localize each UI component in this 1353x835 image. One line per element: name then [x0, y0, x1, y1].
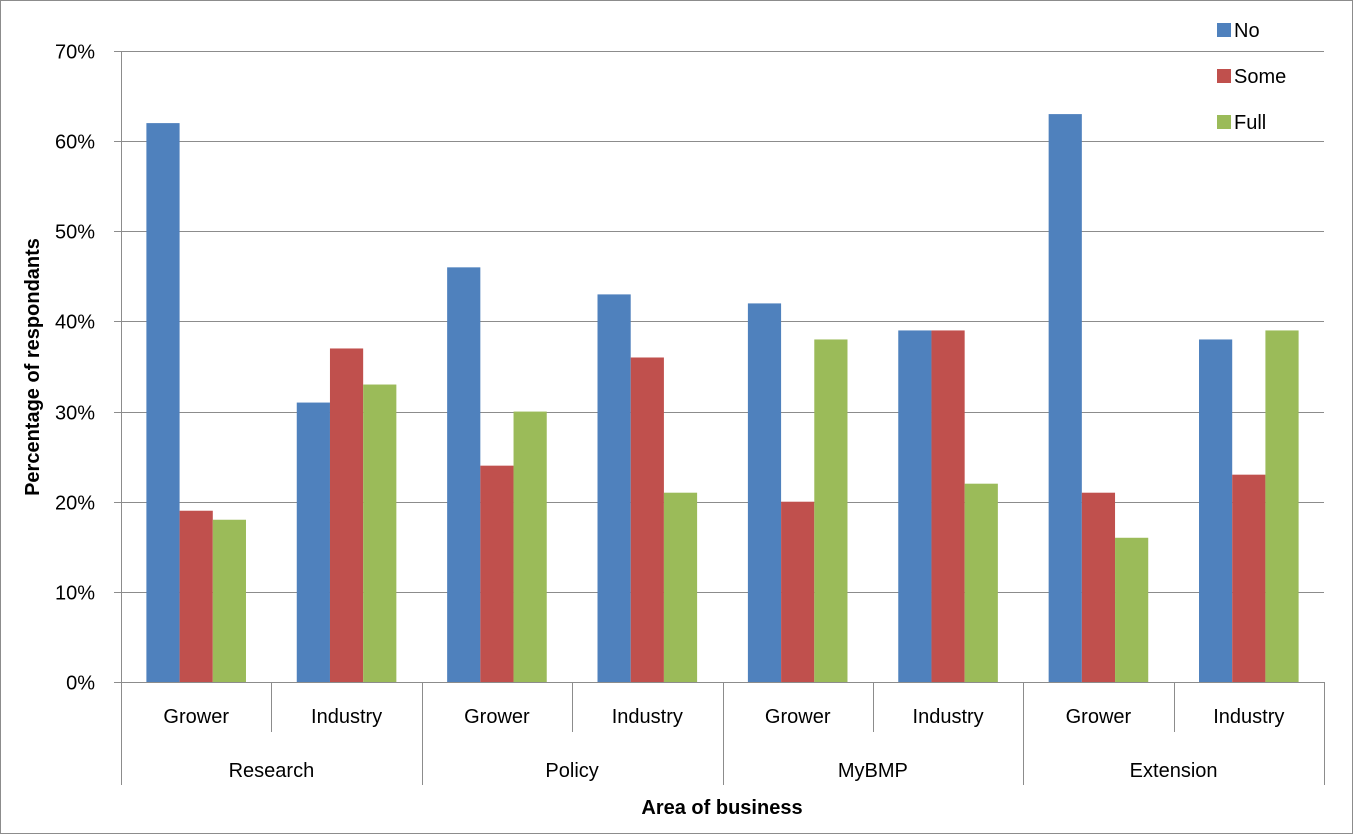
- x-category-label: Industry: [913, 706, 984, 728]
- x-group-label: Research: [229, 760, 315, 782]
- x-category-label: Industry: [612, 706, 683, 728]
- bar-some-1: [179, 510, 213, 682]
- bar-some-4: [630, 357, 664, 682]
- x-group-label: MyBMP: [838, 760, 908, 782]
- bar-some-2: [329, 348, 364, 682]
- bars: [146, 114, 1299, 683]
- bar-no-8: [1199, 339, 1233, 682]
- bar-full-1: [212, 519, 246, 682]
- y-tick-label: 70%: [55, 42, 95, 64]
- bar-some-7: [1081, 492, 1116, 682]
- bar-no-1: [146, 123, 180, 683]
- bar-full-3: [513, 411, 547, 682]
- y-tick-label: 50%: [55, 222, 95, 244]
- x-category-label: Grower: [765, 706, 831, 728]
- y-tick-label: 40%: [55, 312, 95, 334]
- bar-no-3: [447, 267, 481, 682]
- legend-swatch-no: [1217, 23, 1231, 37]
- x-category-label: Industry: [311, 706, 382, 728]
- bar-full-2: [363, 384, 397, 682]
- y-tick-label: 0%: [66, 673, 95, 695]
- bar-full-6: [964, 483, 998, 682]
- x-group-label: Policy: [545, 760, 598, 782]
- legend: No Some Full: [1217, 20, 1286, 134]
- x-category-label: Grower: [464, 706, 530, 728]
- bar-no-5: [747, 303, 782, 682]
- bar-no-6: [898, 330, 932, 682]
- y-tick-label: 10%: [55, 583, 95, 605]
- x-group-label: Extension: [1130, 760, 1218, 782]
- x-axis-title: Area of business: [641, 797, 802, 819]
- bar-full-8: [1265, 330, 1299, 682]
- bar-full-7: [1115, 537, 1149, 682]
- bar-some-3: [480, 465, 514, 682]
- x-category-label: Industry: [1213, 706, 1284, 728]
- bar-no-4: [597, 294, 631, 682]
- x-category-label: Grower: [1066, 706, 1132, 728]
- y-axis-title: Percentage of respondants: [22, 238, 44, 496]
- legend-label-some: Some: [1234, 66, 1286, 88]
- bar-some-5: [781, 501, 815, 682]
- y-tick-label: 30%: [55, 403, 95, 425]
- bar-no-2: [296, 402, 330, 682]
- bar-no-7: [1048, 114, 1082, 683]
- y-tick-label: 60%: [55, 132, 95, 154]
- bar-full-5: [814, 339, 848, 682]
- legend-swatch-full: [1217, 115, 1231, 129]
- bar-some-8: [1232, 474, 1266, 682]
- legend-swatch-some: [1217, 69, 1231, 83]
- legend-label-no: No: [1234, 20, 1260, 42]
- axis-labels: 0% 10% 20% 30% 40% 50% 60% 70% Grower Industry Gro…: [55, 42, 1284, 783]
- bar-some-6: [931, 330, 965, 682]
- legend-label-full: Full: [1234, 112, 1266, 134]
- x-category-label: Grower: [163, 706, 229, 728]
- y-tick-label: 20%: [55, 493, 95, 515]
- axes: [114, 51, 1325, 785]
- bar-full-4: [663, 492, 698, 682]
